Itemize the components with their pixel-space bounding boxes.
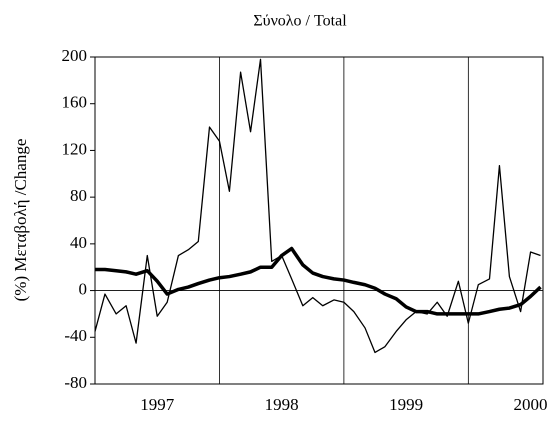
y-tick-label: 120: [62, 139, 88, 158]
data-line: [94, 58, 541, 354]
plot-frame: [94, 56, 544, 385]
x-tick-label: 1999: [389, 395, 423, 414]
y-tick-label: 80: [70, 186, 87, 205]
y-axis-label: (%) Μεταβολή /Change: [11, 139, 30, 302]
y-tick-label: 0: [79, 279, 88, 298]
y-tick-label: -80: [64, 373, 87, 392]
y-tick-label: 160: [62, 93, 88, 112]
x-tick-label: 1998: [265, 395, 299, 414]
y-tick-label: 40: [70, 233, 87, 252]
y-tick-label: -40: [64, 326, 87, 345]
x-tick-label: 1997: [140, 395, 175, 414]
data-line: [95, 246, 542, 316]
y-tick-label: 200: [62, 46, 88, 65]
chart-title: Σύνολο / Total: [253, 13, 347, 30]
x-tick-label: 2000: [514, 395, 548, 414]
